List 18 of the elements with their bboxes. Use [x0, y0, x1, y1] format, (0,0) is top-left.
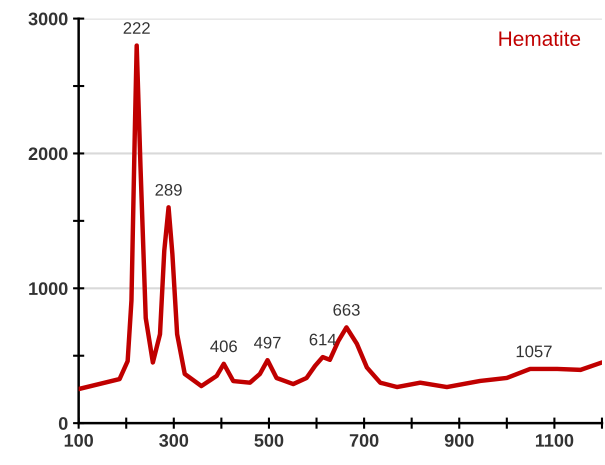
text: Hematite [499, 30, 580, 46]
annotation: 289 [156, 184, 182, 196]
annotation: 222 [124, 22, 150, 34]
x-tick-label: 900 [444, 434, 474, 447]
x-tick-label: 700 [350, 434, 378, 447]
x-tick-label: 300 [159, 434, 188, 447]
y-tick-label: 1000 [29, 282, 68, 296]
x-tick-label: 1100 [536, 434, 574, 447]
y-tick-label: 3000 [28, 12, 68, 26]
annotation: 497 [254, 336, 281, 349]
annotation: 406 [210, 340, 237, 352]
y-tick-label: 0 [58, 417, 68, 430]
x-tick-label: 500 [254, 434, 284, 447]
y-tick-label: 2000 [28, 147, 68, 160]
annotation: 663 [333, 304, 360, 316]
annotation: 1057 [516, 346, 552, 358]
x-tick-label: 100 [64, 434, 93, 447]
annotation: 614 [310, 334, 336, 346]
